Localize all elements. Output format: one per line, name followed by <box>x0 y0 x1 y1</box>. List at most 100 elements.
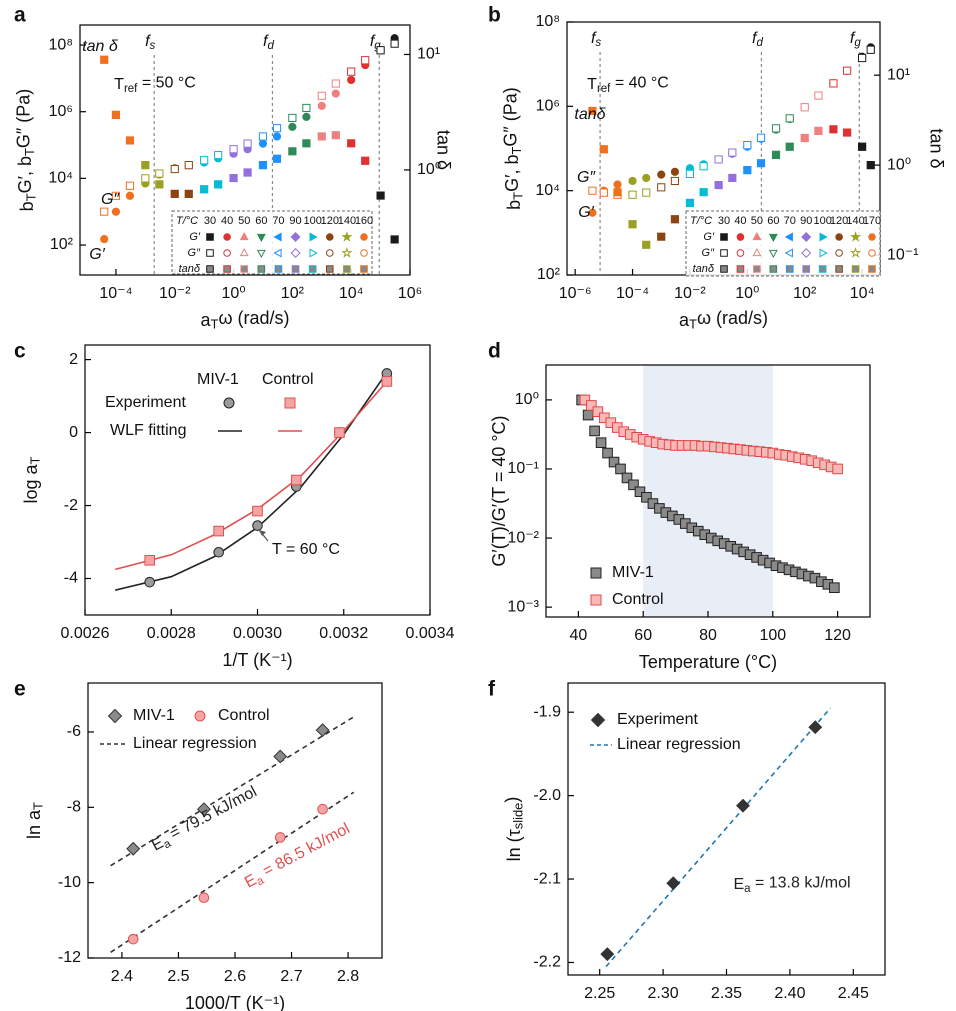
point <box>642 173 651 183</box>
legend-marker <box>223 397 235 409</box>
x-axis-label: aTω (rad/s) <box>679 308 768 332</box>
y-tick-label: -4 <box>64 570 78 587</box>
legend-symbol <box>239 232 249 241</box>
legend-label: Control <box>262 371 314 388</box>
y-tick-label: 10⁸ <box>48 36 73 53</box>
y-tick-label: 10⁻³ <box>507 598 539 615</box>
point <box>628 220 637 229</box>
annotation: Tref = 50 °C <box>114 75 196 95</box>
label-part: a <box>255 875 267 889</box>
y-tick-label: -2 <box>64 497 78 514</box>
legend-symbol <box>849 231 862 242</box>
fit-line <box>110 791 355 954</box>
label-part: = 13.8 kJ/mol <box>751 875 851 892</box>
point <box>288 113 297 123</box>
label-part: ref <box>124 83 138 95</box>
legend-symbol <box>206 249 214 257</box>
point <box>866 45 875 54</box>
legend-symbol <box>851 265 860 273</box>
point <box>699 188 708 197</box>
reference-label: fs <box>591 30 601 49</box>
panel-label: e <box>14 678 26 701</box>
shaded-region <box>643 365 773 617</box>
y-tick-label: 10⁴ <box>535 182 560 199</box>
legend-symbol <box>223 265 231 273</box>
point <box>141 161 150 170</box>
label-part: G′, b <box>502 154 522 191</box>
legend-symbol <box>818 265 827 273</box>
y-axis-label: bTG′, bTG″ (Pa) <box>500 87 526 210</box>
point <box>111 207 121 216</box>
legend-header: T/°C <box>176 215 198 227</box>
y-axis-label: ln aT <box>24 802 46 839</box>
legend-symbol <box>784 232 793 242</box>
label-part: f <box>752 30 758 47</box>
y-tick-label: -1.9 <box>533 703 561 720</box>
legend-symbol <box>325 233 334 241</box>
label-part: slide <box>511 803 526 830</box>
legend-label: MIV-1 <box>612 564 654 581</box>
label-part: T <box>211 317 219 332</box>
x-tick-label: 10⁴ <box>339 285 364 302</box>
point <box>628 190 637 199</box>
legend-header: T/°C <box>690 215 712 227</box>
legend-symbol <box>720 249 728 257</box>
fit-line <box>110 716 355 867</box>
legend-symbol <box>273 248 282 258</box>
x-tick-label: 80 <box>699 627 717 644</box>
point <box>670 176 680 186</box>
legend-symbol <box>802 265 811 273</box>
point <box>736 798 750 813</box>
legend-table-frame <box>171 210 373 275</box>
legend-symbol <box>309 248 318 258</box>
point <box>728 173 737 183</box>
y-tick-label: 10² <box>50 236 74 253</box>
point <box>272 132 282 141</box>
label-part: ln (τ <box>504 829 524 861</box>
point <box>599 188 608 197</box>
point <box>714 155 723 164</box>
point <box>858 142 867 151</box>
x-tick-label: 10⁻⁴ <box>99 285 132 302</box>
point <box>141 174 150 183</box>
x-tick-label: 0.0030 <box>233 625 282 642</box>
label-part: = 40 °C <box>610 75 668 92</box>
point <box>670 215 680 224</box>
legend-temperature: 40 <box>221 215 233 227</box>
point <box>155 180 164 189</box>
legend-symbol <box>768 249 778 258</box>
point <box>613 188 622 197</box>
label-part: G′, b <box>15 156 35 193</box>
label-part: G″ (Pa) <box>13 89 33 148</box>
y2-tick-label: 10⁰ <box>887 156 911 173</box>
point <box>288 122 297 132</box>
y-axis-label: log aT <box>21 456 43 503</box>
point <box>170 189 179 198</box>
reference-label: fg <box>370 33 381 52</box>
point <box>229 173 238 183</box>
point <box>582 409 594 421</box>
label-part: a <box>201 310 212 330</box>
point <box>144 554 155 566</box>
label-part: T <box>509 146 524 154</box>
point <box>657 170 666 179</box>
reference-label: fs <box>145 33 155 52</box>
legend-row-label: G″ <box>702 247 716 259</box>
label-part: T <box>31 802 46 810</box>
label-part: T <box>28 456 43 464</box>
point <box>302 139 311 148</box>
point <box>699 162 708 171</box>
x-tick-label: 2.5 <box>167 968 189 985</box>
annotation: Tref = 40 °C <box>587 75 669 95</box>
legend-row-label: G′ <box>189 231 201 243</box>
label-part: T <box>689 317 697 332</box>
point <box>347 75 356 85</box>
plot-frame <box>79 24 411 276</box>
point <box>317 803 328 815</box>
legend-label: MIV-1 <box>197 371 239 388</box>
legend-symbol <box>752 232 762 241</box>
legend-marker <box>107 708 123 724</box>
point <box>347 67 356 76</box>
